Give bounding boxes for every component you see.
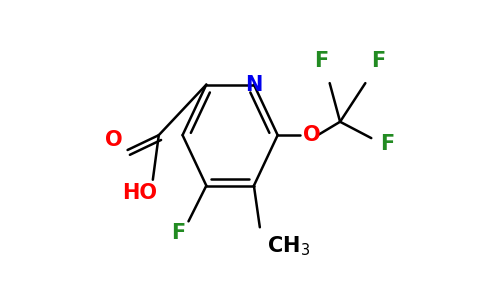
- Text: HO: HO: [122, 183, 157, 203]
- Text: F: F: [371, 51, 386, 71]
- Text: O: O: [303, 125, 321, 145]
- Text: CH$_3$: CH$_3$: [267, 235, 310, 258]
- Text: F: F: [171, 223, 185, 243]
- Text: O: O: [105, 130, 122, 150]
- Text: N: N: [245, 75, 263, 94]
- Text: F: F: [314, 51, 328, 71]
- Text: F: F: [380, 134, 394, 154]
